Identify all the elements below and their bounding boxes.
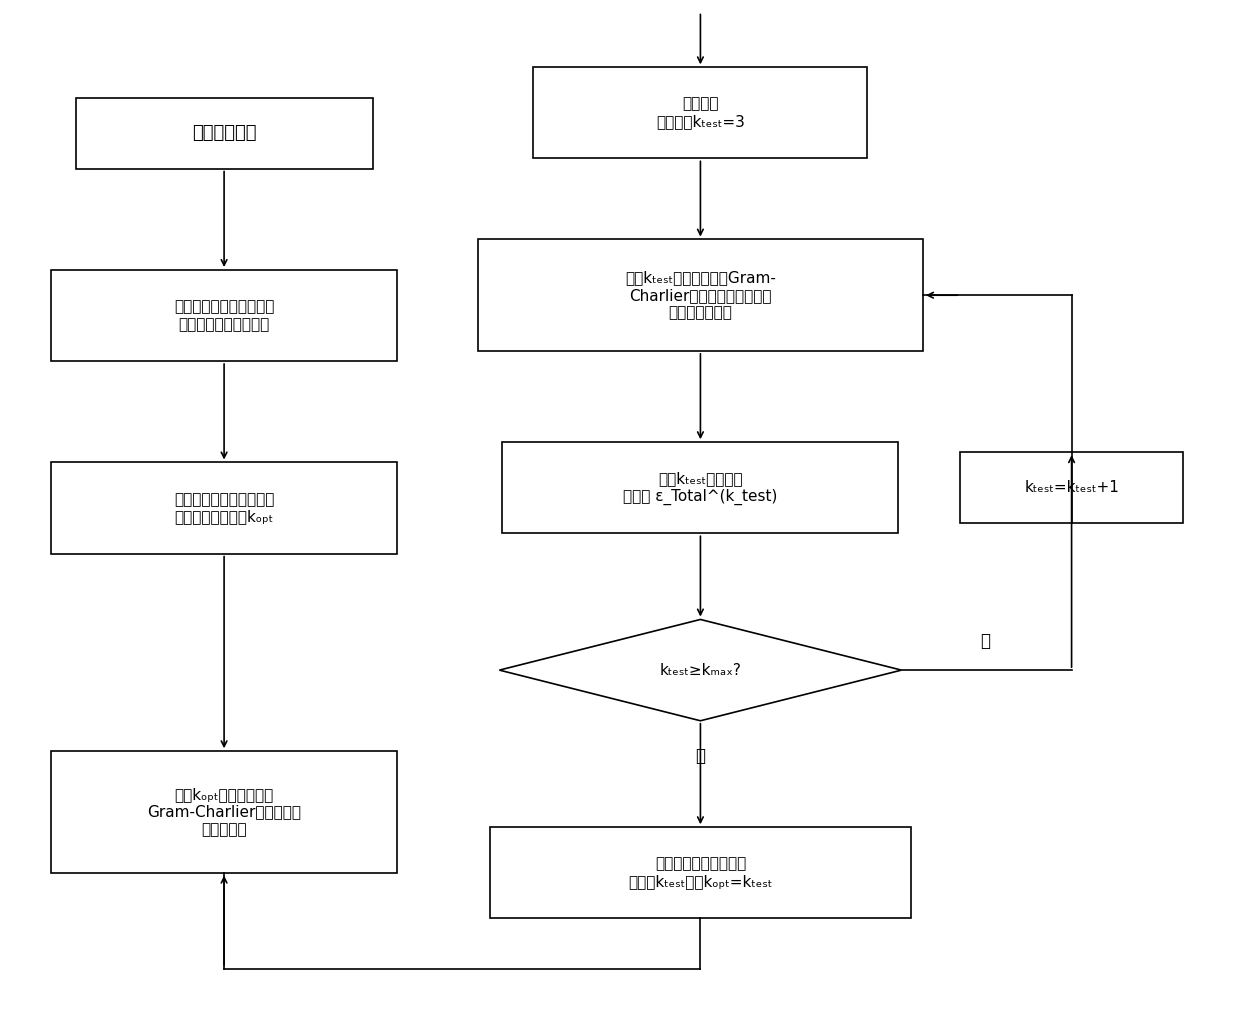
Text: kₜₑₛₜ=kₜₑₛₜ+1: kₜₑₛₜ=kₜₑₛₜ+1: [1024, 481, 1118, 495]
FancyBboxPatch shape: [51, 751, 397, 873]
FancyBboxPatch shape: [51, 270, 397, 361]
Text: 对不确定因素进行概率建
模，获得参考分布函数: 对不确定因素进行概率建 模，获得参考分布函数: [174, 300, 274, 331]
FancyBboxPatch shape: [51, 462, 397, 554]
Text: 基于最小输入误差准则，
判断最优计算阶数kₒₚₜ: 基于最小输入误差准则， 判断最优计算阶数kₒₚₜ: [174, 492, 274, 524]
FancyBboxPatch shape: [477, 240, 923, 351]
FancyBboxPatch shape: [502, 442, 898, 533]
FancyBboxPatch shape: [490, 827, 910, 918]
Text: 采用kₒₚₜ阶半不变量与
Gram-Charlier级数展开计
算概率潮流: 采用kₒₚₜ阶半不变量与 Gram-Charlier级数展开计 算概率潮流: [148, 787, 301, 837]
Text: 设定初始
测试阶数kₜₑₛₜ=3: 设定初始 测试阶数kₜₑₛₜ=3: [656, 97, 745, 129]
Text: 否: 否: [980, 632, 990, 650]
FancyBboxPatch shape: [960, 452, 1183, 523]
Text: 是: 是: [696, 747, 706, 765]
Text: 获取原始数据: 获取原始数据: [192, 124, 257, 142]
Text: 计算kₜₑₛₜ阶总体误
差指标 ε_Total^(k_test): 计算kₜₑₛₜ阶总体误 差指标 ε_Total^(k_test): [624, 471, 777, 505]
Polygon shape: [500, 620, 901, 720]
FancyBboxPatch shape: [533, 67, 868, 158]
FancyBboxPatch shape: [76, 98, 372, 169]
Text: 选择使得总体误差指标
最小的kₜₑₛₜ，令kₒₚₜ=kₜₑₛₜ: 选择使得总体误差指标 最小的kₜₑₛₜ，令kₒₚₜ=kₜₑₛₜ: [629, 856, 773, 889]
Text: kₜₑₛₜ≥kₘₐₓ?: kₜₑₛₜ≥kₘₐₓ?: [660, 662, 742, 678]
Text: 采用kₜₑₛₜ阶半不变量与Gram-
Charlier级数展开拟合输入随
机变量分布函数: 采用kₜₑₛₜ阶半不变量与Gram- Charlier级数展开拟合输入随 机变量…: [625, 270, 776, 320]
